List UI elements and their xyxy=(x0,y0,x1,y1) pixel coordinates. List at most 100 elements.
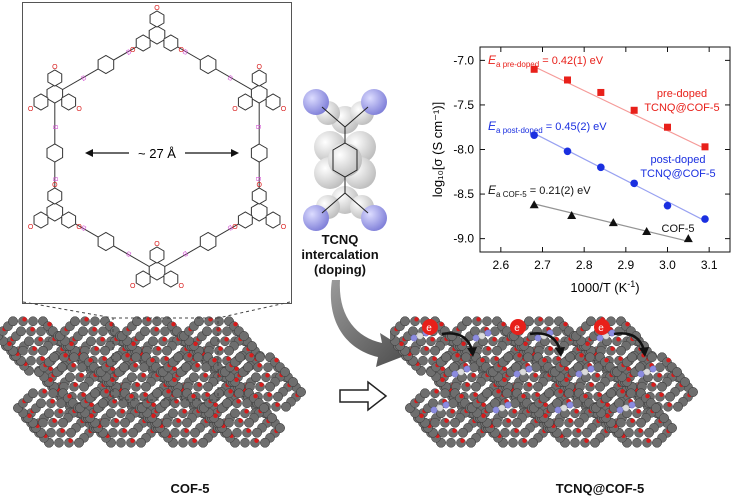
electron-label: e xyxy=(598,323,604,334)
tcnq-label-line3: (doping) xyxy=(314,262,366,277)
tcnq-intercalation-label: TCNQ intercalation (doping) xyxy=(290,232,390,277)
electron-hop: e xyxy=(510,319,565,357)
oxygen-atom-label: O xyxy=(232,224,238,231)
y-tick-label: -7.5 xyxy=(453,98,474,112)
electron-icon xyxy=(422,319,438,335)
data-point xyxy=(630,179,638,188)
triphenylene-node: O O O xyxy=(130,5,184,54)
x-tick-label: 2.7 xyxy=(534,258,551,272)
boron-atom-label: B xyxy=(80,223,88,232)
oxygen-atom-label: O xyxy=(52,64,58,71)
benzene-linker: BB xyxy=(80,48,133,83)
electron-hop: e xyxy=(422,319,477,357)
x-tick-label: 3.0 xyxy=(659,258,676,272)
series-triangle: Ea COF-5 = 0.21(2) eV COF-5 xyxy=(488,183,695,243)
y-tick-label: -8.5 xyxy=(453,187,474,201)
triphenylene-node: O O O xyxy=(28,64,82,113)
hop-arrow xyxy=(441,332,474,351)
oxygen-atom-label: O xyxy=(52,182,58,189)
boron-atom-label: B xyxy=(181,249,189,258)
benzene-linker: BB xyxy=(181,223,234,258)
activation-energy-annotation: Ea COF-5 = 0.21(2) eV xyxy=(488,183,591,199)
oxygen-atom-label: O xyxy=(28,224,34,231)
data-point xyxy=(563,147,572,156)
tcnq-cof5-caption: TCNQ@COF-5 xyxy=(555,481,645,496)
series-layer: Ea pre-doped = 0.42(1) eV pre-doped TCNQ@C… xyxy=(488,53,720,243)
triphenylene-node: O O O xyxy=(28,182,82,231)
series-label: pre-doped xyxy=(657,88,707,100)
triphenylene-node: O O O xyxy=(130,241,184,290)
hhtp-nodes: O O O O O O O O O O O O O O O O O O xyxy=(28,5,287,290)
data-point xyxy=(529,200,539,209)
tcnq-carbon-hydrogen-atoms xyxy=(314,101,376,219)
benzene-linker: BB xyxy=(46,124,64,181)
oxygen-atom-label: O xyxy=(130,283,136,290)
hop-arrow xyxy=(613,332,646,351)
boron-atom-label: B xyxy=(226,223,234,232)
boron-atom-label: B xyxy=(226,75,234,84)
y-tick-label: -9.0 xyxy=(453,232,474,246)
oxygen-atom-label: O xyxy=(179,283,185,290)
oxygen-atom-label: O xyxy=(281,106,287,113)
pore-arrow-head-left xyxy=(85,149,93,157)
data-point xyxy=(608,218,618,227)
data-point xyxy=(663,201,672,210)
benzene-linker: BB xyxy=(250,125,268,182)
transformation-arrow xyxy=(339,380,388,412)
triphenylene-node: O O O xyxy=(232,64,286,113)
y-tick-label: -7.0 xyxy=(453,53,474,67)
oxygen-atom-label: O xyxy=(256,182,262,189)
electron-hop: e xyxy=(594,319,649,357)
boron-atom-label: B xyxy=(53,124,60,129)
data-point xyxy=(701,215,709,223)
activation-energy-annotation: Ea pre-doped = 0.42(1) eV xyxy=(488,53,604,69)
electron-icon xyxy=(510,319,526,335)
cof5-layered-lattice xyxy=(0,316,306,448)
x-tick-label: 3.1 xyxy=(701,258,718,272)
oxygen-atom-label: O xyxy=(256,64,262,71)
boron-atom-label: B xyxy=(125,249,133,258)
data-point xyxy=(642,227,652,235)
arrhenius-conductivity-chart: -7.0-7.5-8.0-8.5-9.0 2.6 2.7 2.8 2.9 3.0 3.1 … xyxy=(430,46,731,295)
series-label: post-doped xyxy=(650,154,705,166)
benzene-linker: BB xyxy=(80,223,133,258)
tcnq-nitrogen-atoms xyxy=(303,89,387,231)
triphenylene-node: O O O xyxy=(232,182,286,231)
oxygen-atom-label: O xyxy=(28,106,34,113)
x-tick-label: 2.8 xyxy=(576,258,593,272)
series-circle: Ea post-doped = 0.45(2) eV post-doped TCNQ… xyxy=(488,119,716,223)
activation-energy-annotation: Ea post-doped = 0.45(2) eV xyxy=(488,119,607,135)
boron-atom-label: B xyxy=(254,177,261,182)
oxygen-atom-label: O xyxy=(76,106,82,113)
fit-line xyxy=(533,66,706,150)
boron-atom-label: B xyxy=(80,74,88,83)
series-square: Ea pre-doped = 0.42(1) eV pre-doped TCNQ@C… xyxy=(488,53,720,151)
pore-label-backdrop xyxy=(129,144,185,162)
oxygen-atom-label: O xyxy=(154,5,160,12)
data-point xyxy=(530,131,538,140)
data-point xyxy=(683,234,693,243)
electron-label: e xyxy=(426,323,432,334)
pore-size-label: ~ 27 Å xyxy=(138,146,176,161)
x-axis-label: 1000/T (K-1) xyxy=(570,279,639,295)
series-label-line2: TCNQ@COF-5 xyxy=(644,102,719,114)
data-point xyxy=(564,76,571,84)
oxygen-atom-label: O xyxy=(232,106,238,113)
oxygen-atom-label: O xyxy=(76,224,82,231)
series-label-line2: TCNQ@COF-5 xyxy=(640,168,715,180)
series-label: COF-5 xyxy=(662,223,695,235)
curved-process-arrow xyxy=(330,280,412,367)
x-axis-ticks: 2.6 2.7 2.8 2.9 3.0 3.1 xyxy=(492,47,718,272)
oxygen-atom-label: O xyxy=(154,241,160,248)
pore-arrow-head-right xyxy=(231,149,239,157)
hop-arrow xyxy=(529,332,562,351)
data-point xyxy=(630,106,638,114)
y-axis-label: log₁₀[σ (S cm⁻¹)] xyxy=(430,102,445,197)
data-point xyxy=(664,123,671,131)
electron-icon xyxy=(594,319,610,335)
